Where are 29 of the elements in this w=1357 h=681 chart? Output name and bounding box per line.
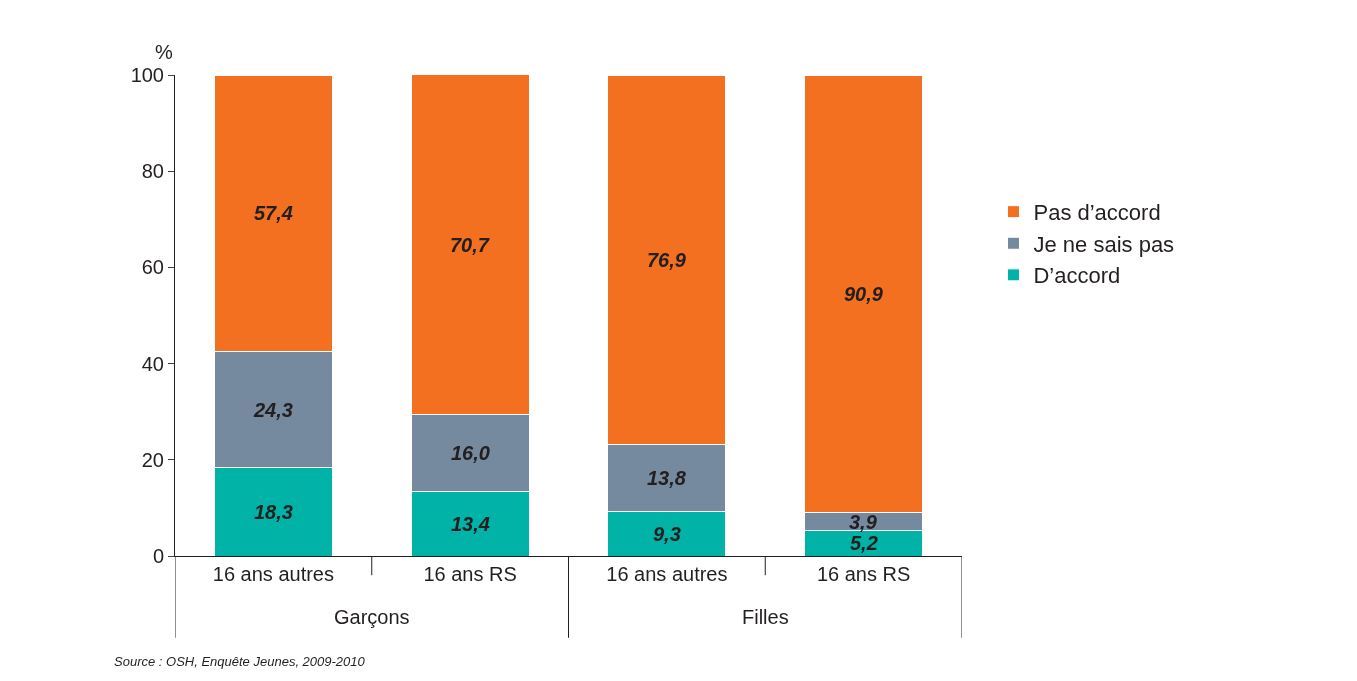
text: Garçons bbox=[334, 606, 410, 628]
text: Filles bbox=[742, 606, 789, 628]
x-tick-label: 16 ans autres bbox=[606, 563, 728, 585]
y-tick-label: 60 bbox=[141, 256, 164, 279]
source-note: Source : OSH, Enquête Jeunes, 2009-2010 bbox=[114, 654, 366, 669]
legend-label: D’accord bbox=[1033, 263, 1121, 289]
data-label: 70,7 bbox=[450, 234, 490, 256]
legend-label: Je ne sais pas bbox=[1033, 231, 1175, 257]
data-label: 5,2 bbox=[850, 532, 878, 554]
data-label: 76,9 bbox=[647, 249, 687, 271]
data-label: 24,3 bbox=[253, 399, 293, 421]
data-label: 9,3 bbox=[653, 523, 681, 545]
y-tick-label: 20 bbox=[141, 448, 164, 471]
data-label: 13,4 bbox=[451, 513, 490, 535]
legend-label: Pas d’accord bbox=[1033, 200, 1161, 226]
x-tick-label: 16 ans RS bbox=[816, 563, 911, 585]
x-tick-label: 16 ans RS bbox=[423, 563, 517, 585]
y-axis-title: % bbox=[155, 41, 173, 63]
data-label: 3,9 bbox=[849, 511, 878, 533]
y-tick-label: 80 bbox=[141, 160, 164, 183]
data-label: 13,8 bbox=[647, 467, 687, 489]
data-label: 16,0 bbox=[451, 442, 490, 464]
data-label: 57,4 bbox=[254, 202, 293, 224]
x-tick-label: 16 ans autres bbox=[212, 563, 334, 585]
y-tick-label: 40 bbox=[141, 352, 164, 375]
data-label: 18,3 bbox=[254, 501, 293, 523]
y-tick-label: 0 bbox=[152, 545, 164, 567]
data-label: 90,9 bbox=[844, 283, 884, 305]
y-tick-label: 100 bbox=[130, 64, 164, 86]
